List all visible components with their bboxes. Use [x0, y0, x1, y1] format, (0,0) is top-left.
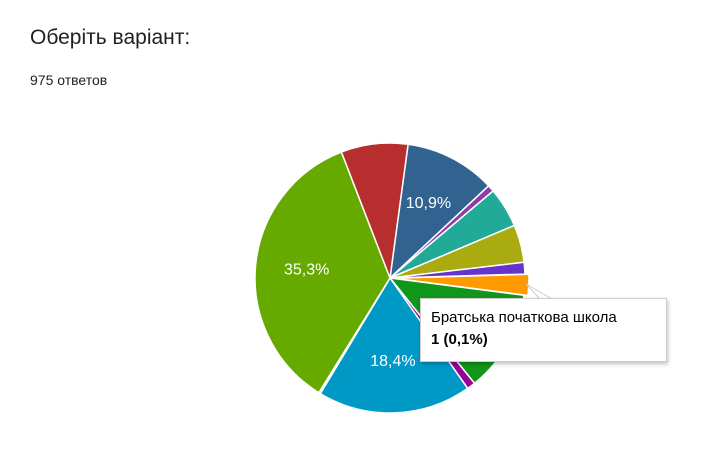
slice-label: 18,4%	[370, 353, 415, 370]
slice-label: 10,9%	[406, 195, 451, 212]
response-count: 975 ответов	[30, 72, 108, 88]
tooltip-title: Братська початкова школа	[431, 309, 617, 326]
tooltip-pointer	[525, 283, 554, 300]
question-title: Оберіть варіант:	[30, 26, 191, 49]
pie-slice	[319, 276, 469, 414]
pie-slice	[340, 142, 409, 279]
pie-slice	[254, 151, 391, 394]
pie-slice	[393, 273, 530, 297]
tooltip-value: 1 (0,1%)	[431, 331, 488, 348]
tooltip: Братська початкова школа 1 (0,1%)	[420, 298, 667, 362]
slice-label: 35,3%	[284, 261, 329, 278]
pie-slice	[388, 143, 490, 280]
